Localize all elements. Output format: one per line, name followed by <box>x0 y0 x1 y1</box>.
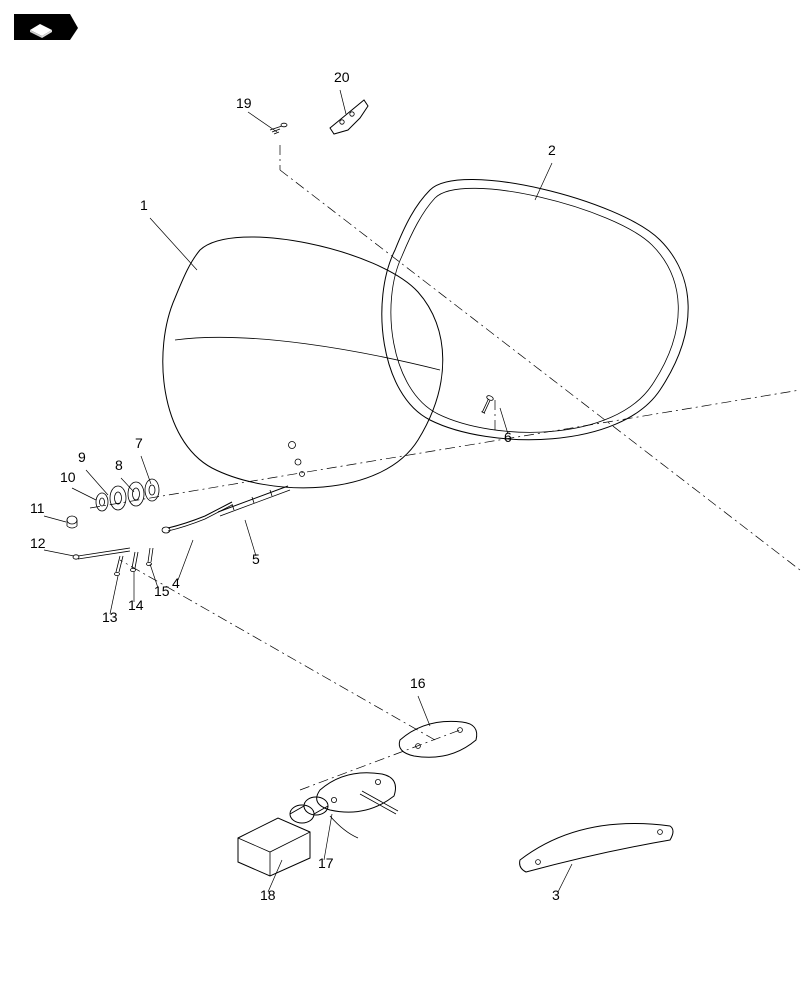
callout-12: 12 <box>30 535 46 551</box>
part-12-bolt <box>73 548 130 559</box>
callout-14: 14 <box>128 597 144 613</box>
leader-4 <box>178 540 193 580</box>
callout-6: 6 <box>504 429 512 445</box>
part-18-motor-cover <box>238 818 310 876</box>
leader-11 <box>44 516 66 522</box>
callout-11: 11 <box>30 500 45 516</box>
leader-7 <box>141 456 151 484</box>
part-20-bracket <box>330 100 368 134</box>
part-1-window-glass <box>163 237 443 488</box>
part-17-motor <box>290 773 398 838</box>
callout-9: 9 <box>78 449 86 465</box>
part-13-fastener <box>115 556 124 576</box>
leader-2 <box>535 163 552 200</box>
callout-17: 17 <box>318 855 334 871</box>
leader-1 <box>150 218 197 270</box>
exploded-diagram: 1234567891011121314151617181920 <box>0 0 812 1000</box>
callout-20: 20 <box>334 69 350 85</box>
leader-9 <box>86 470 108 495</box>
axes <box>90 145 800 790</box>
part-16-cover-plate <box>399 721 476 757</box>
part-15-fastener <box>147 548 154 566</box>
part-8-washer <box>128 482 144 506</box>
part-5-wiper-blade <box>218 486 290 516</box>
part-3-trim <box>520 824 673 872</box>
leader-19 <box>248 112 277 132</box>
leader-8 <box>121 478 134 492</box>
callouts: 1234567891011121314151617181920 <box>30 69 572 903</box>
callout-2: 2 <box>548 142 556 158</box>
callout-5: 5 <box>252 551 260 567</box>
callout-10: 10 <box>60 469 76 485</box>
leader-17 <box>324 814 332 860</box>
part-6-screw <box>480 395 494 414</box>
callout-15: 15 <box>154 583 170 599</box>
part-14-fastener <box>131 552 139 572</box>
callout-13: 13 <box>102 609 118 625</box>
part-9-washer <box>110 486 126 510</box>
part-4-wiper-arm <box>162 502 232 533</box>
callout-7: 7 <box>135 435 143 451</box>
leader-20 <box>340 90 346 114</box>
manual-icon <box>14 14 78 40</box>
leader-12 <box>44 550 74 556</box>
callout-1: 1 <box>140 197 148 213</box>
callout-4: 4 <box>172 575 180 591</box>
callout-16: 16 <box>410 675 426 691</box>
leader-16 <box>418 696 430 726</box>
part-2-window-seal <box>382 180 688 440</box>
part-10-washer <box>96 493 108 511</box>
callout-19: 19 <box>236 95 252 111</box>
part-11-nut <box>67 516 77 528</box>
leader-10 <box>72 488 96 500</box>
callout-8: 8 <box>115 457 123 473</box>
leader-3 <box>558 864 572 892</box>
callout-18: 18 <box>260 887 276 903</box>
callout-3: 3 <box>552 887 560 903</box>
